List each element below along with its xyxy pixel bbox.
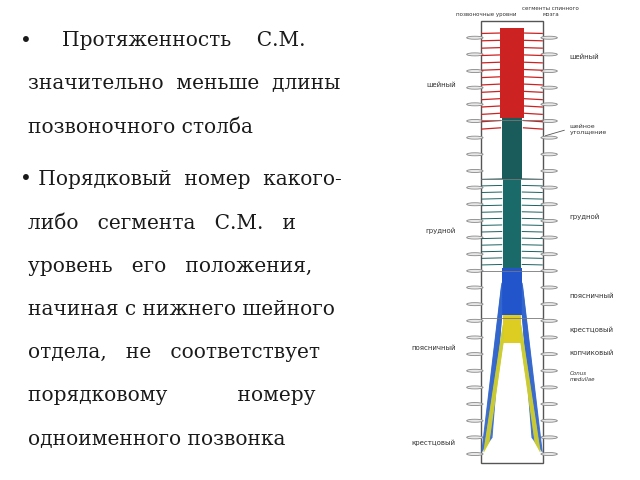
Circle shape (541, 53, 557, 56)
Text: позвоночные уровни: позвоночные уровни (456, 12, 516, 16)
Circle shape (541, 303, 557, 306)
Circle shape (467, 203, 483, 206)
Text: грудной: грудной (570, 213, 600, 220)
Circle shape (541, 103, 557, 106)
Circle shape (467, 53, 483, 56)
Circle shape (467, 136, 483, 139)
Circle shape (467, 453, 483, 456)
Circle shape (467, 269, 483, 272)
Text: уровень   его   положения,: уровень его положения, (28, 257, 312, 276)
FancyBboxPatch shape (502, 118, 522, 179)
Text: поясничный: поясничный (411, 345, 456, 351)
Text: одноименного позвонка: одноименного позвонка (28, 430, 285, 449)
Circle shape (541, 219, 557, 222)
Circle shape (541, 403, 557, 406)
Circle shape (467, 70, 483, 72)
FancyBboxPatch shape (500, 28, 524, 118)
Text: порядковому           номеру: порядковому номеру (28, 386, 316, 406)
Circle shape (467, 219, 483, 222)
Text: грудной: грудной (426, 228, 456, 234)
Circle shape (541, 236, 557, 239)
Circle shape (541, 353, 557, 356)
Circle shape (541, 453, 557, 456)
FancyBboxPatch shape (481, 21, 543, 464)
Text: Conus
medullae: Conus medullae (570, 371, 595, 382)
Circle shape (467, 169, 483, 172)
Circle shape (541, 369, 557, 372)
Circle shape (541, 186, 557, 189)
Circle shape (467, 236, 483, 239)
Circle shape (467, 436, 483, 439)
FancyBboxPatch shape (502, 268, 522, 315)
Circle shape (467, 353, 483, 356)
Circle shape (467, 419, 483, 422)
Circle shape (541, 120, 557, 122)
Text: Протяженность    С.М.: Протяженность С.М. (63, 31, 306, 50)
Circle shape (541, 169, 557, 172)
Text: отдела,   не   соответствует: отдела, не соответствует (28, 343, 320, 362)
Text: • Порядковый  номер  какого-: • Порядковый номер какого- (20, 170, 342, 190)
Circle shape (541, 286, 557, 289)
Text: •: • (20, 31, 32, 50)
Circle shape (467, 369, 483, 372)
Circle shape (541, 70, 557, 72)
Text: шейный: шейный (426, 82, 456, 88)
Text: шейное
утолщение: шейное утолщение (570, 124, 607, 135)
Circle shape (467, 153, 483, 156)
Circle shape (467, 186, 483, 189)
Circle shape (541, 86, 557, 89)
Circle shape (467, 319, 483, 323)
Circle shape (541, 269, 557, 272)
Text: крестцовый: крестцовый (570, 326, 614, 333)
Text: позвоночного столба: позвоночного столба (28, 118, 253, 137)
Circle shape (467, 286, 483, 289)
Circle shape (467, 103, 483, 106)
Circle shape (467, 403, 483, 406)
Text: крестцовый: крестцовый (412, 439, 456, 445)
Circle shape (541, 36, 557, 39)
Text: начиная с нижнего шейного: начиная с нижнего шейного (28, 300, 335, 319)
Text: копчиковый: копчиковый (570, 350, 614, 356)
Circle shape (467, 303, 483, 306)
Circle shape (541, 436, 557, 439)
Circle shape (467, 36, 483, 39)
FancyBboxPatch shape (503, 315, 521, 344)
Circle shape (541, 153, 557, 156)
Circle shape (541, 319, 557, 323)
Text: шейный: шейный (570, 54, 599, 60)
Circle shape (541, 203, 557, 206)
Circle shape (467, 336, 483, 339)
Circle shape (541, 386, 557, 389)
Circle shape (467, 120, 483, 122)
Circle shape (467, 86, 483, 89)
Text: поясничный: поясничный (570, 293, 614, 300)
Circle shape (541, 336, 557, 339)
Circle shape (541, 252, 557, 256)
Circle shape (467, 386, 483, 389)
Circle shape (467, 252, 483, 256)
Circle shape (541, 419, 557, 422)
FancyBboxPatch shape (503, 179, 521, 268)
Text: значительно  меньше  длины: значительно меньше длины (28, 74, 340, 94)
Text: сегменты спинного
мозга: сегменты спинного мозга (522, 6, 579, 16)
Circle shape (541, 136, 557, 139)
Text: либо   сегмента   С.М.   и: либо сегмента С.М. и (28, 214, 296, 233)
